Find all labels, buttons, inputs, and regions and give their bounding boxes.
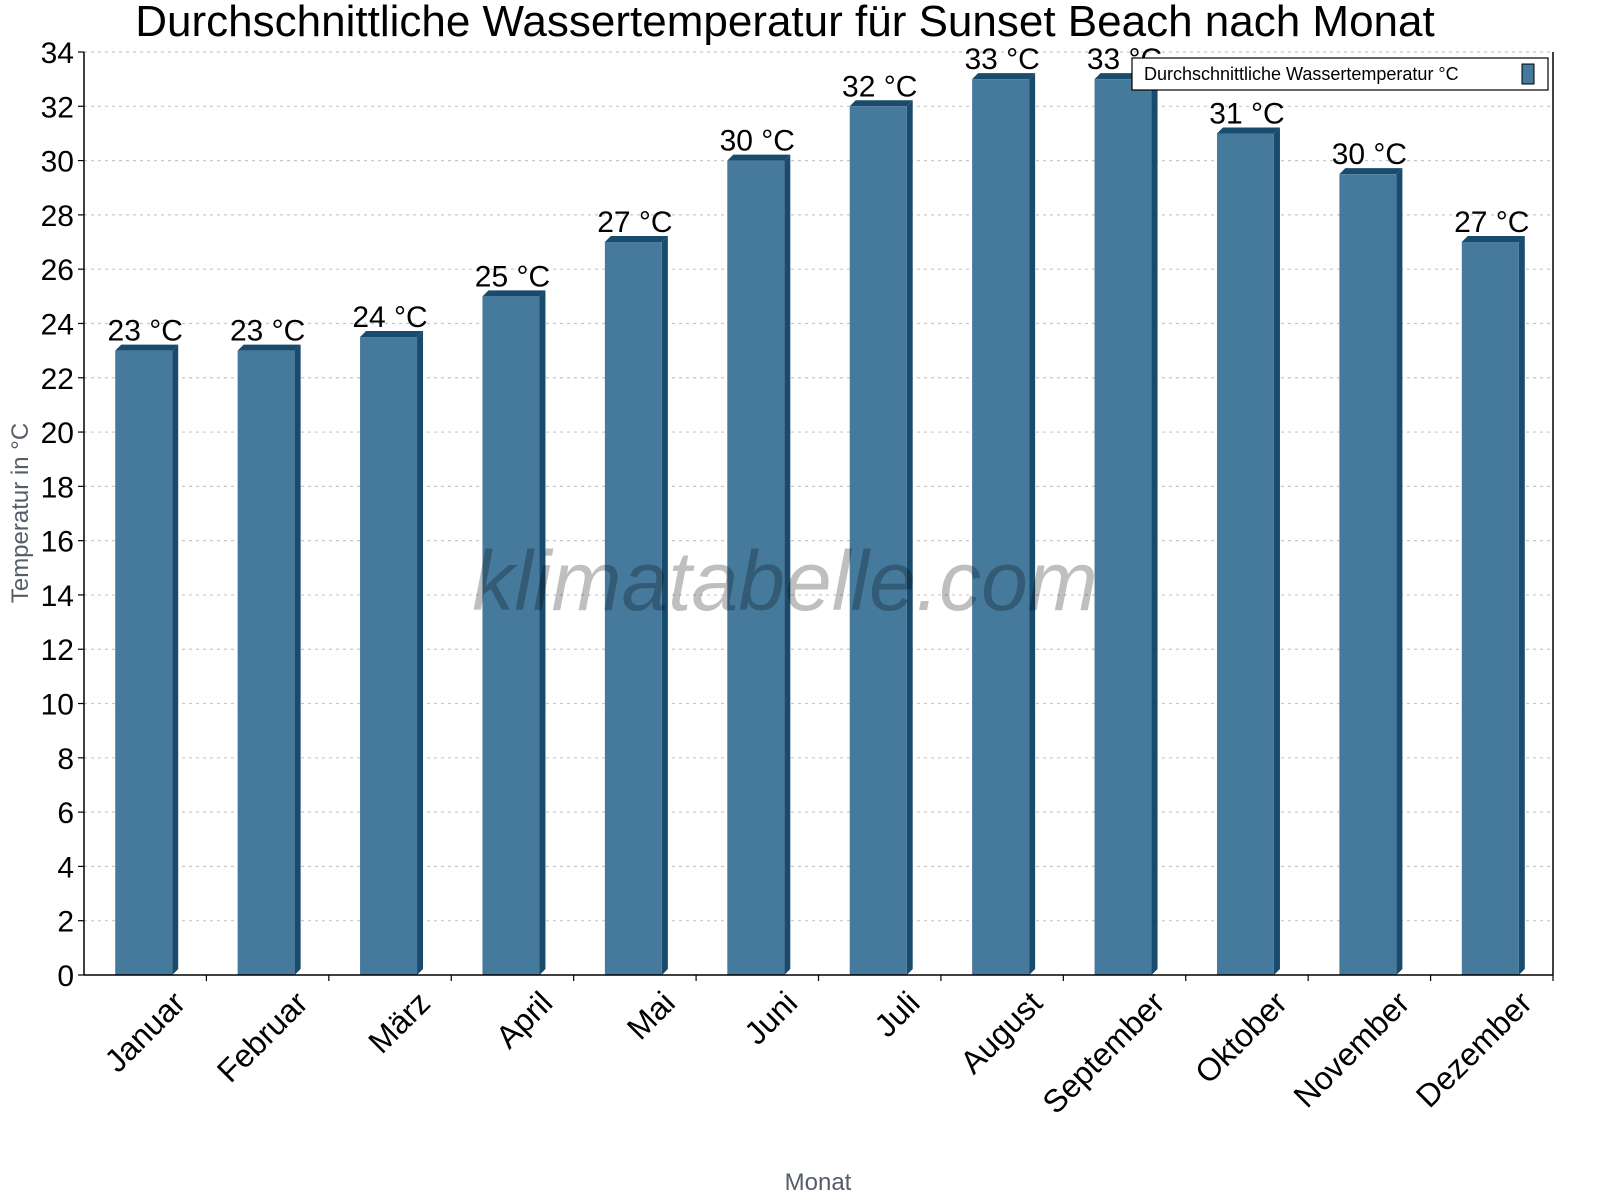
y-tick-label: 14 [41, 580, 74, 613]
y-tick-label: 8 [57, 743, 74, 776]
legend-label: Durchschnittliche Wassertemperatur °C [1144, 64, 1459, 84]
bar-april [482, 290, 545, 975]
bar-value-label: 27 °C [1454, 206, 1529, 239]
x-tick-label: Juni [737, 984, 804, 1051]
y-tick-label: 2 [57, 906, 74, 939]
x-tick-label: März [361, 984, 437, 1060]
y-tick-label: 32 [41, 91, 74, 124]
y-tick-label: 30 [41, 146, 74, 179]
bar-märz [360, 331, 423, 975]
y-tick-label: 10 [41, 689, 74, 722]
y-tick-label: 28 [41, 200, 74, 233]
bar-september [1095, 73, 1158, 975]
bar-chart: Durchschnittliche Wassertemperatur für S… [0, 0, 1600, 1200]
bar-januar [115, 345, 178, 975]
bar-dezember [1462, 236, 1525, 975]
bars: 23 °C 23 °C 24 °C 25 °C 27 °C 30 °C 32 °C 33 °C… [108, 43, 1530, 975]
y-tick-label: 22 [41, 363, 74, 396]
x-tick-label: Mai [620, 984, 682, 1046]
x-tick-label: Juli [867, 984, 926, 1043]
bar-value-label: 23 °C [108, 315, 183, 348]
x-tick-label: September [1035, 984, 1171, 1120]
x-tick-label: Oktober [1188, 984, 1294, 1090]
x-tick-label: April [489, 984, 560, 1055]
bar-august [972, 73, 1035, 975]
x-tick-label: August [953, 984, 1049, 1080]
y-tick-label: 34 [41, 37, 74, 70]
y-tick-label: 26 [41, 254, 74, 287]
y-tick-label: 6 [57, 797, 74, 830]
x-tick-label: Januar [98, 984, 193, 1079]
watermark: klimatabelle.com [472, 534, 1098, 628]
y-tick-label: 4 [57, 851, 74, 884]
bar-november [1339, 168, 1402, 975]
y-tick-label: 0 [57, 960, 74, 993]
x-axis-ticks: JanuarFebruar März April Mai Juni Juli AugustS… [98, 975, 1553, 1121]
legend: Durchschnittliche Wassertemperatur °C [1132, 58, 1548, 90]
y-tick-label: 12 [41, 634, 74, 667]
legend-swatch-icon [1522, 64, 1534, 84]
bar-value-label: 25 °C [475, 260, 550, 293]
x-tick-label: Februar [210, 984, 315, 1089]
y-tick-label: 24 [41, 308, 74, 341]
y-tick-label: 18 [41, 471, 74, 504]
x-tick-label: November [1286, 984, 1416, 1114]
y-axis-ticks: 0246810121416182022242628303234 [41, 37, 84, 993]
y-tick-label: 16 [41, 526, 74, 559]
bar-value-label: 30 °C [1332, 138, 1407, 171]
bar-februar [238, 345, 301, 975]
axes [84, 52, 1553, 975]
y-axis-title: Temperatur in °C [7, 423, 34, 603]
bar-value-label: 32 °C [842, 70, 917, 103]
bar-value-label: 33 °C [964, 43, 1039, 76]
bar-value-label: 23 °C [230, 315, 305, 348]
y-tick-label: 20 [41, 417, 74, 450]
x-axis-title: Monat [785, 1169, 852, 1196]
gridlines [84, 52, 1553, 921]
bar-value-label: 31 °C [1209, 97, 1284, 130]
bar-value-label: 24 °C [352, 301, 427, 334]
bar-oktober [1217, 127, 1280, 975]
bar-value-label: 30 °C [720, 125, 795, 158]
bar-value-label: 27 °C [597, 206, 672, 239]
x-tick-label: Dezember [1409, 984, 1539, 1114]
chart-title: Durchschnittliche Wassertemperatur für S… [135, 0, 1434, 46]
